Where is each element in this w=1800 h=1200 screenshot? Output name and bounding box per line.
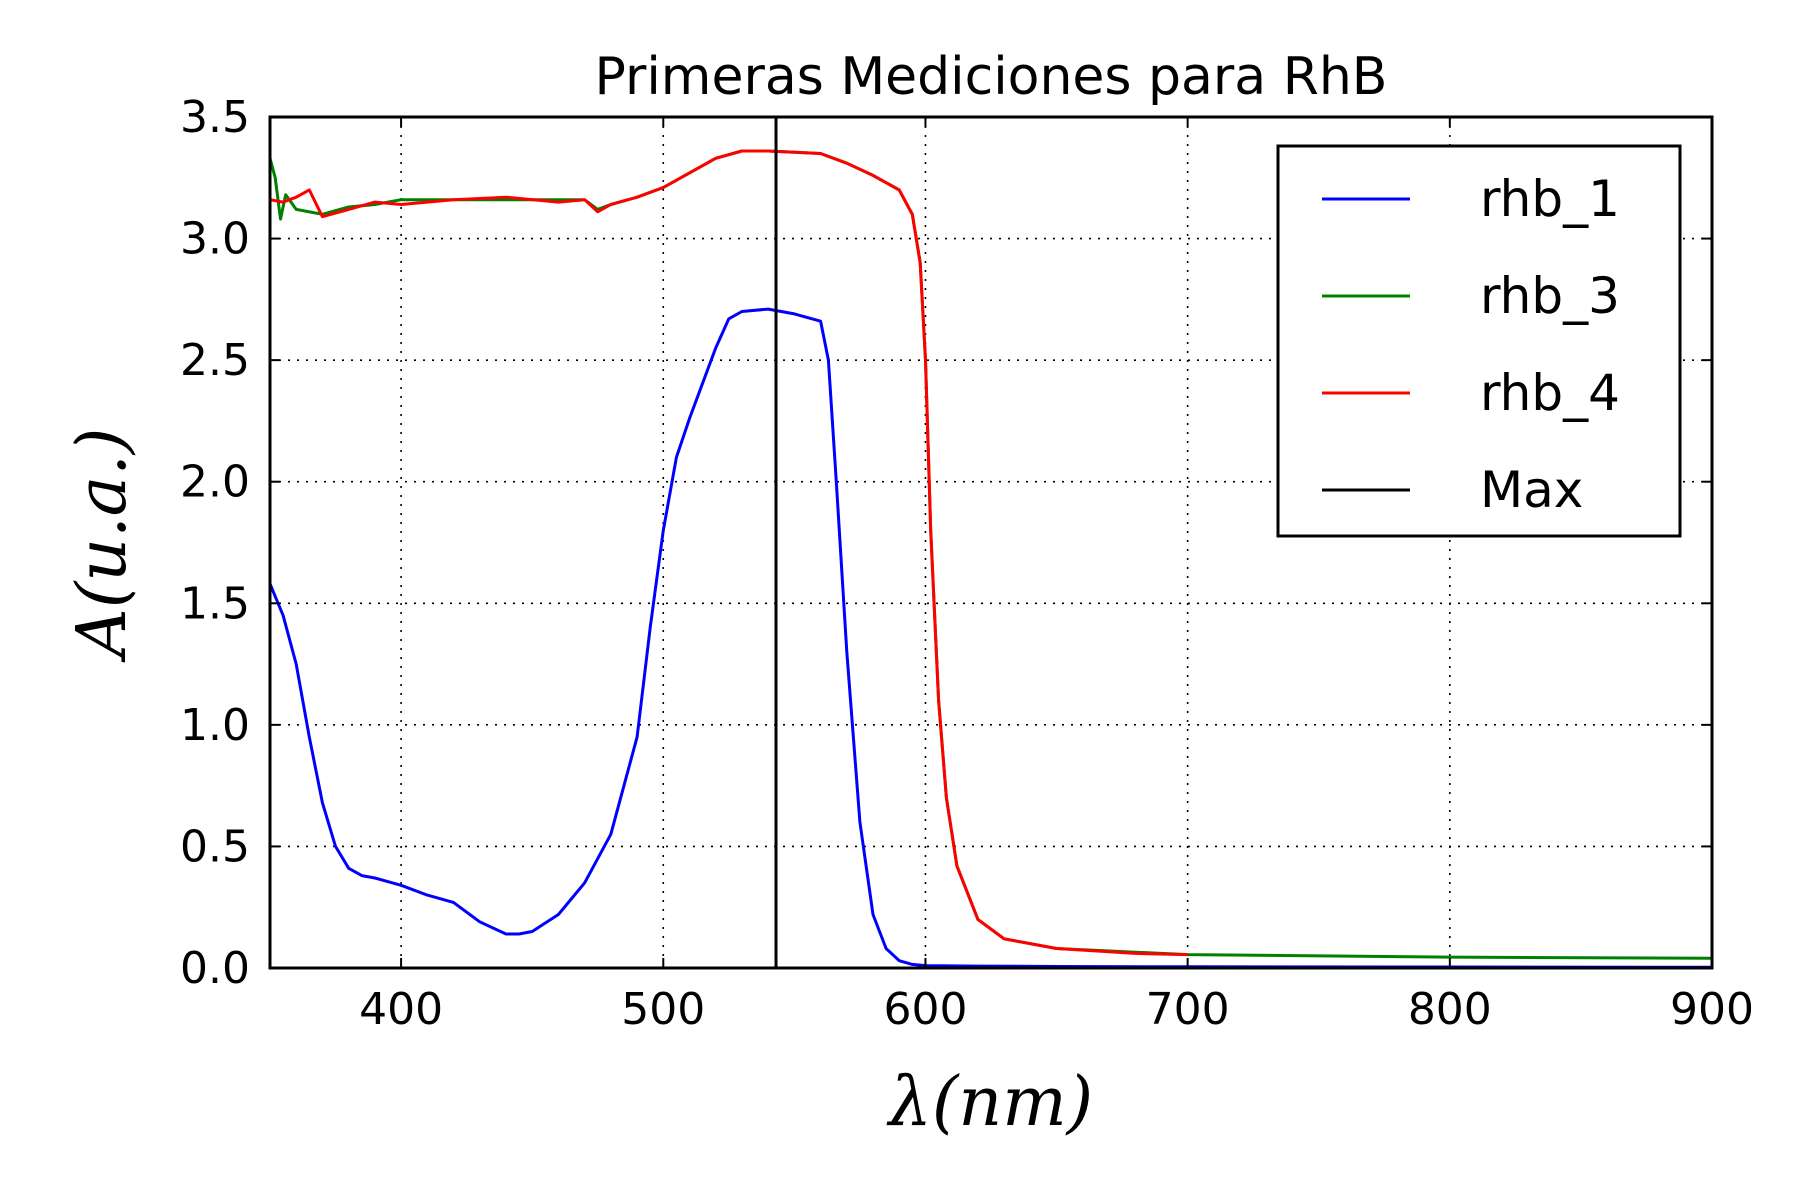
x-tick-label: 400	[359, 984, 443, 1035]
y-tick-label: 2.0	[180, 457, 250, 508]
legend-label: rhb_1	[1480, 170, 1620, 228]
grid	[270, 117, 1712, 968]
x-tick-label: 800	[1408, 984, 1492, 1035]
y-tick-label: 1.0	[180, 700, 250, 751]
x-tick-label: 900	[1670, 984, 1754, 1035]
series-line-rhb-4	[269, 149, 1188, 957]
legend-label: Max	[1480, 461, 1583, 519]
x-tick-label: 500	[621, 984, 705, 1035]
ticks: 400 500 600 700 800 900 0.0 0.5 1.0 1.5 2.0 2.5 3.0 3…	[180, 92, 1754, 1035]
y-tick-label: 3.0	[180, 214, 250, 265]
y-tick-label: 2.5	[180, 335, 250, 386]
x-axis-label: λ(nm)	[886, 1063, 1093, 1142]
plot-frame	[268, 115, 1714, 970]
legend-box	[1276, 144, 1682, 538]
chart-title: Primeras Mediciones para RhB	[595, 47, 1388, 107]
y-tick-label: 1.5	[180, 578, 250, 629]
legend-label: rhb_3	[1480, 267, 1620, 325]
x-tick-label: 600	[883, 984, 967, 1035]
y-axis-label: A(u.a.)	[63, 428, 142, 664]
x-tick-label: 700	[1146, 984, 1230, 1035]
legend-label: rhb_4	[1480, 364, 1620, 422]
series-layer	[268, 149, 1713, 969]
y-tick-label: 0.0	[180, 943, 250, 994]
series-line-rhb-1	[268, 307, 1713, 969]
y-tick-label: 3.5	[180, 92, 250, 143]
legend: rhb_1 rhb_3 rhb_4 Max	[1276, 144, 1682, 538]
y-tick-label: 0.5	[180, 821, 250, 872]
